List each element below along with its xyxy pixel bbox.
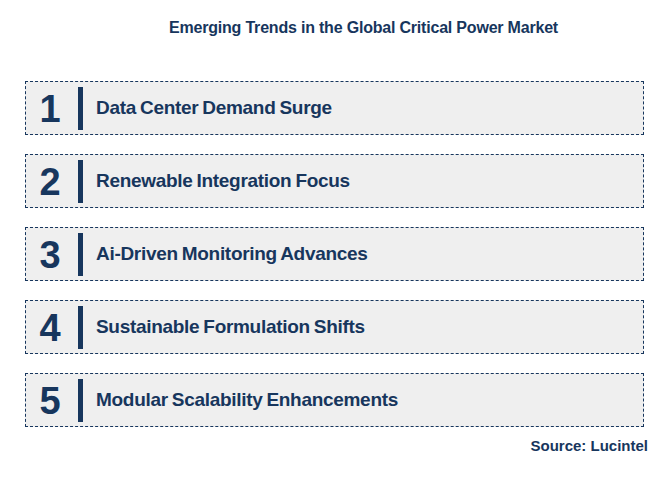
trend-label: Modular Scalability Enhancements — [96, 389, 398, 411]
trend-row-3: 3 Ai-Driven Monitoring Advances — [25, 227, 644, 281]
trend-number: 2 — [26, 161, 74, 201]
trend-label: Sustainable Formulation Shifts — [96, 316, 365, 338]
trend-row-4: 4 Sustainable Formulation Shifts — [25, 300, 644, 354]
vertical-divider — [78, 160, 83, 203]
trend-label: Renewable Integration Focus — [96, 170, 350, 192]
trend-row-5: 5 Modular Scalability Enhancements — [25, 373, 644, 427]
trend-number: 4 — [26, 307, 74, 347]
trend-label: Ai-Driven Monitoring Advances — [96, 243, 368, 265]
trend-label: Data Center Demand Surge — [96, 97, 332, 119]
trend-number: 5 — [26, 380, 74, 420]
trend-number: 1 — [26, 88, 74, 128]
vertical-divider — [78, 306, 83, 349]
vertical-divider — [78, 233, 83, 276]
trend-number: 3 — [26, 234, 74, 274]
trend-row-2: 2 Renewable Integration Focus — [25, 154, 644, 208]
page-title: Emerging Trends in the Global Critical P… — [0, 19, 671, 37]
source-credit: Source: Lucintel — [530, 437, 648, 454]
trend-list: 1 Data Center Demand Surge 2 Renewable I… — [25, 81, 644, 427]
trends-infographic: Emerging Trends in the Global Critical P… — [0, 0, 671, 478]
vertical-divider — [78, 379, 83, 422]
trend-row-1: 1 Data Center Demand Surge — [25, 81, 644, 135]
vertical-divider — [78, 87, 83, 130]
